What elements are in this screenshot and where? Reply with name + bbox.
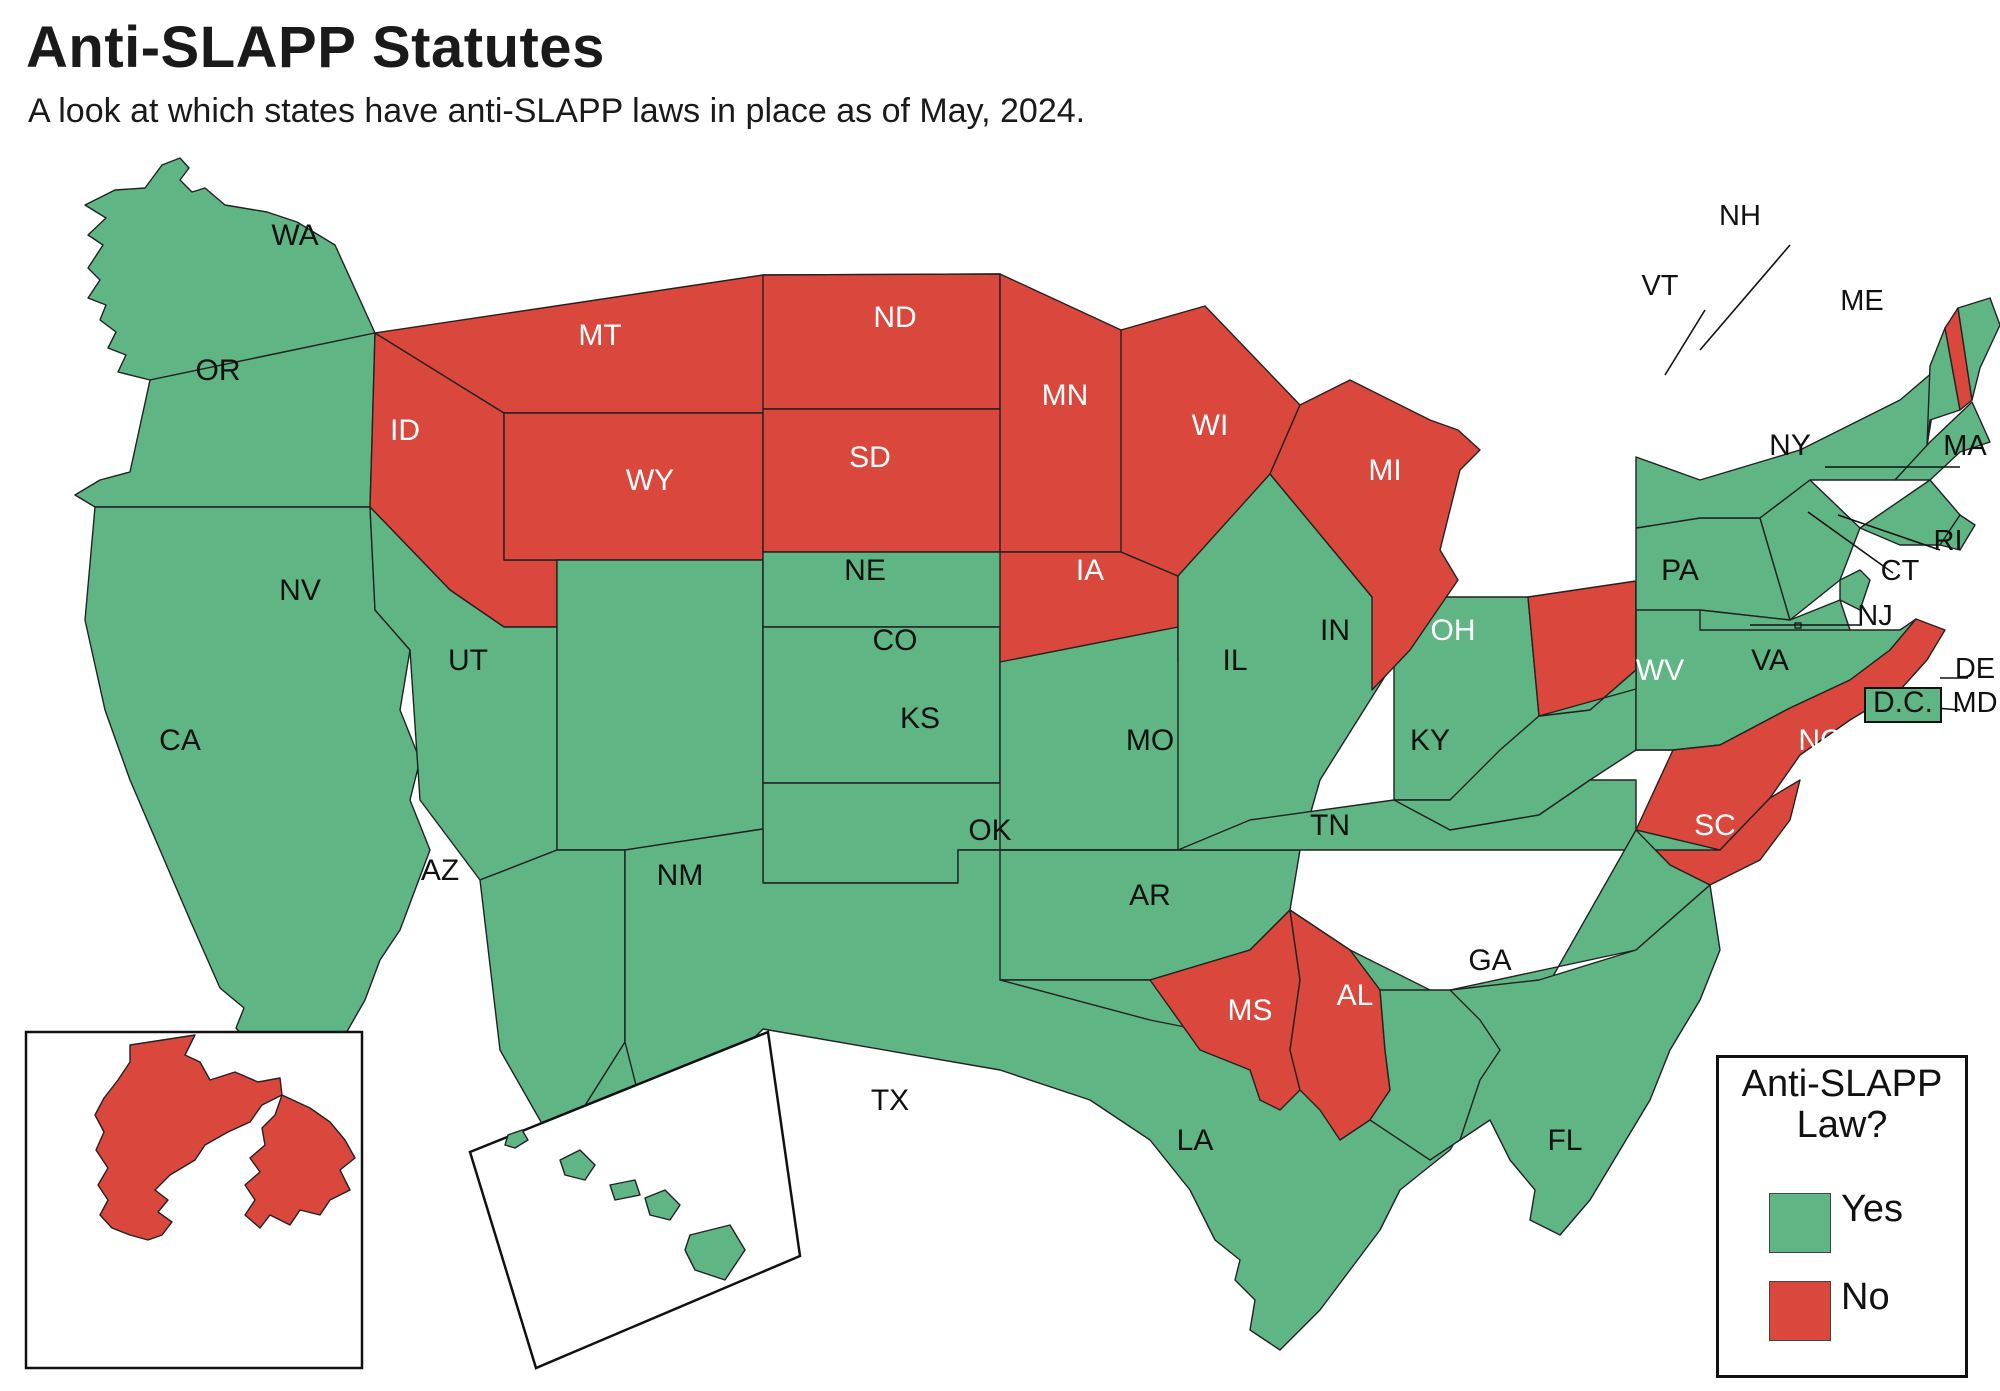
svg-text:NH: NH [1719,200,1761,232]
svg-text:LA: LA [1177,1124,1214,1157]
svg-text:FL: FL [1547,1124,1582,1157]
svg-text:UT: UT [448,644,488,677]
svg-text:WY: WY [626,464,674,497]
svg-text:TN: TN [1310,809,1350,842]
svg-text:IN: IN [1320,614,1350,647]
svg-text:MN: MN [1042,379,1089,412]
svg-text:ID: ID [390,414,420,447]
svg-text:OH: OH [1431,614,1476,647]
svg-text:IL: IL [1222,644,1247,677]
svg-text:WA: WA [271,219,318,252]
svg-text:MI: MI [1368,454,1401,487]
svg-text:VT: VT [1641,270,1678,302]
svg-text:CO: CO [873,624,918,657]
svg-text:IA: IA [1076,554,1104,587]
svg-text:NJ: NJ [1857,600,1892,632]
svg-text:DE: DE [1955,653,1995,685]
svg-text:MA: MA [1943,430,1987,462]
svg-text:NC: NC [1798,724,1841,757]
svg-text:GA: GA [1468,944,1511,977]
svg-text:MO: MO [1126,724,1174,757]
svg-text:VA: VA [1751,644,1789,677]
svg-text:OK: OK [968,814,1011,847]
svg-text:PA: PA [1661,554,1699,587]
svg-text:NV: NV [279,574,321,607]
svg-text:NY: NY [1769,429,1811,462]
svg-text:NE: NE [844,554,886,587]
svg-text:MD: MD [1952,687,1997,719]
svg-text:NM: NM [657,859,704,892]
svg-text:ND: ND [873,301,916,334]
svg-text:AL: AL [1337,979,1374,1012]
svg-text:CA: CA [159,724,201,757]
svg-text:D.C.: D.C. [1873,686,1933,719]
svg-text:KY: KY [1410,724,1450,757]
svg-text:OR: OR [196,354,241,387]
svg-text:CT: CT [1881,555,1920,587]
svg-text:TX: TX [871,1084,909,1117]
svg-text:SD: SD [849,441,891,474]
svg-text:AZ: AZ [421,854,459,887]
svg-text:MT: MT [578,319,621,352]
svg-text:SC: SC [1694,809,1736,842]
svg-text:WI: WI [1192,409,1229,442]
svg-text:AR: AR [1129,879,1171,912]
svg-text:KS: KS [900,702,940,735]
svg-text:ME: ME [1840,285,1884,317]
svg-text:RI: RI [1934,525,1963,557]
svg-text:WV: WV [1636,654,1684,687]
svg-text:MS: MS [1228,994,1273,1027]
